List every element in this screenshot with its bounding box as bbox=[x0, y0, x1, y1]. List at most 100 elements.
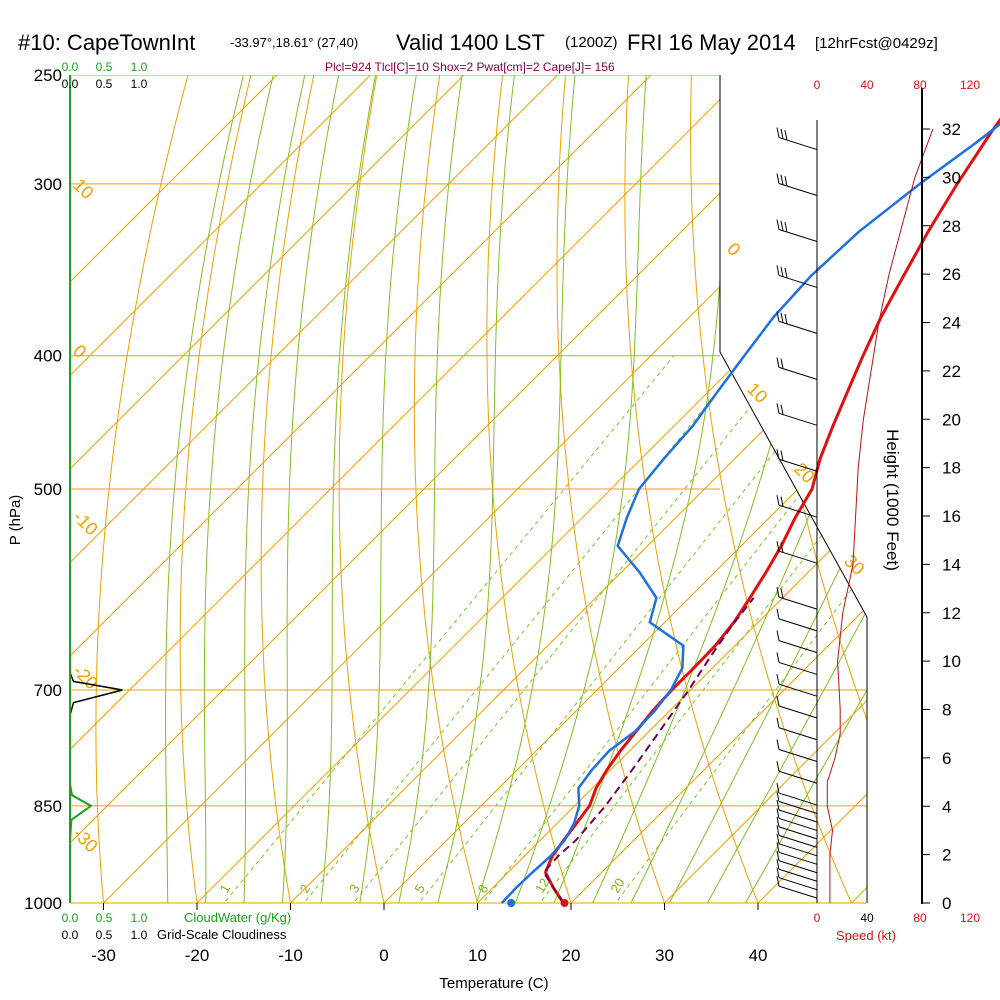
wind-barb-feather bbox=[784, 313, 788, 325]
wind-barb bbox=[778, 834, 818, 848]
wind-barb-feather bbox=[776, 403, 780, 414]
wind-barb bbox=[778, 320, 818, 334]
wind-barb-feather bbox=[780, 220, 784, 231]
height-tick-label: 28 bbox=[942, 217, 961, 236]
wind-barb-feather bbox=[776, 674, 780, 685]
wind-barb bbox=[778, 885, 818, 899]
pressure-tick-label: 1000 bbox=[24, 894, 62, 913]
wind-barb bbox=[778, 851, 818, 865]
cloudiness-tick-bottom: 1.0 bbox=[131, 928, 148, 942]
wind-barb bbox=[778, 860, 818, 874]
wind-barb bbox=[778, 550, 818, 564]
title-date: FRI 16 May 2014 bbox=[627, 30, 796, 55]
wind-barb-feather bbox=[776, 808, 780, 819]
height-tick-label: 6 bbox=[942, 749, 951, 768]
isotherm bbox=[70, 75, 278, 283]
dry-adiabat bbox=[260, 75, 315, 903]
mixing-ratio-label: 1 bbox=[217, 882, 234, 896]
wind-barb bbox=[778, 274, 818, 288]
moist-adiabat bbox=[359, 75, 417, 903]
speed-tick-bottom: 120 bbox=[960, 911, 980, 925]
cloudiness-tick-top: 0.0 bbox=[62, 77, 79, 91]
wind-barb-feather bbox=[776, 695, 780, 707]
isotherm bbox=[916, 75, 1000, 932]
cloudiness-tick-top: 0.5 bbox=[96, 77, 113, 91]
wind-barb-feather bbox=[780, 358, 784, 369]
isotherm bbox=[289, 272, 920, 903]
height-tick-label: 16 bbox=[942, 507, 961, 526]
cloudwater-tick-bottom: 1.0 bbox=[131, 911, 148, 925]
wind-barb-feather bbox=[784, 176, 788, 187]
dry-adiabat bbox=[413, 75, 479, 903]
moist-adiabat bbox=[706, 509, 920, 903]
cloudwater-label: CloudWater (g/Kg) bbox=[184, 910, 291, 925]
wind-barb-feather bbox=[780, 266, 784, 277]
parcel-info: Plcl=924 Tlcl[C]=10 Shox=2 Pwat[cm]=2 Ca… bbox=[325, 60, 615, 74]
height-tick-label: 26 bbox=[942, 265, 961, 284]
height-axis-label: Height (1000 Feet) bbox=[883, 429, 902, 571]
wind-barb-feather bbox=[776, 739, 780, 750]
moist-adiabat bbox=[668, 396, 920, 903]
x-tick-label: -10 bbox=[278, 946, 303, 965]
mixing-ratio-label: 12 bbox=[532, 875, 552, 895]
moist-adiabat bbox=[437, 75, 515, 903]
height-tick-label: 22 bbox=[942, 362, 961, 381]
dewpoint-line bbox=[500, 122, 1000, 904]
wind-barb-feather bbox=[780, 496, 784, 507]
wind-barb-feather bbox=[776, 127, 780, 138]
isotherm bbox=[70, 75, 558, 564]
pressure-tick-label: 400 bbox=[34, 347, 62, 366]
moist-adiabat bbox=[514, 75, 647, 903]
wind-barb bbox=[778, 868, 818, 882]
wind-barb-feather bbox=[776, 799, 780, 811]
height-tick-label: 8 bbox=[942, 701, 951, 720]
wind-barb-feather bbox=[776, 652, 780, 663]
surface-temperature-dot bbox=[560, 899, 569, 907]
wind-barb-feather bbox=[776, 541, 780, 552]
wind-barb bbox=[778, 817, 818, 831]
wind-barb bbox=[778, 661, 818, 675]
wind-barb-feather bbox=[776, 265, 780, 276]
dry-adiabat bbox=[690, 75, 853, 903]
wind-barb bbox=[778, 705, 818, 719]
wind-barb bbox=[778, 809, 818, 823]
wind-barb-feather bbox=[776, 816, 780, 828]
height-tick-label: 14 bbox=[942, 555, 961, 574]
wind-barb-feather bbox=[780, 404, 784, 415]
cloudiness-tick-top: 1.0 bbox=[131, 77, 148, 91]
wind-barb-feather bbox=[776, 791, 780, 802]
dry-adiabat-label: -30 bbox=[69, 824, 102, 857]
speed-tick-top: 0 bbox=[814, 78, 821, 92]
wind-barb-feather bbox=[776, 867, 780, 878]
cloudiness-tick-bottom: 0.0 bbox=[62, 928, 79, 942]
x-axis-label: Temperature (C) bbox=[439, 975, 548, 992]
height-tick-label: 10 bbox=[942, 652, 961, 671]
wind-barb-feather bbox=[784, 267, 788, 279]
mixing-ratio-line bbox=[539, 406, 920, 903]
cloudwater-tick-bottom: 0.5 bbox=[96, 911, 113, 925]
y-axis-label: P (hPa) bbox=[7, 495, 24, 546]
wind-barb-feather bbox=[776, 173, 780, 184]
wind-barb-feather bbox=[776, 717, 780, 728]
isotherm bbox=[383, 366, 920, 903]
wind-barb-feather bbox=[776, 219, 780, 230]
speed-label: Speed (kt) bbox=[836, 928, 896, 943]
wind-barb-feather bbox=[776, 782, 780, 794]
wind-barb bbox=[778, 504, 818, 518]
wind-barb bbox=[778, 228, 818, 242]
wind-barb-feather bbox=[780, 174, 784, 185]
pressure-tick-label: 850 bbox=[34, 797, 62, 816]
speed-tick-top: 120 bbox=[960, 78, 980, 92]
pressure-tick-label: 250 bbox=[34, 66, 62, 85]
wind-barb-feather bbox=[776, 850, 780, 861]
moist-adiabat bbox=[281, 75, 340, 903]
mixing-ratio-label: 2 bbox=[297, 882, 314, 896]
wind-barb bbox=[778, 727, 818, 741]
wind-barb bbox=[778, 596, 818, 610]
wind-barb-feather bbox=[776, 495, 780, 506]
title-utc: (1200Z) bbox=[565, 34, 618, 51]
title-forecast: [12hrFcst@0429z] bbox=[815, 35, 938, 52]
isotherm bbox=[70, 75, 839, 844]
wind-barb-feather bbox=[780, 128, 784, 139]
height-tick-label: 2 bbox=[942, 846, 951, 865]
